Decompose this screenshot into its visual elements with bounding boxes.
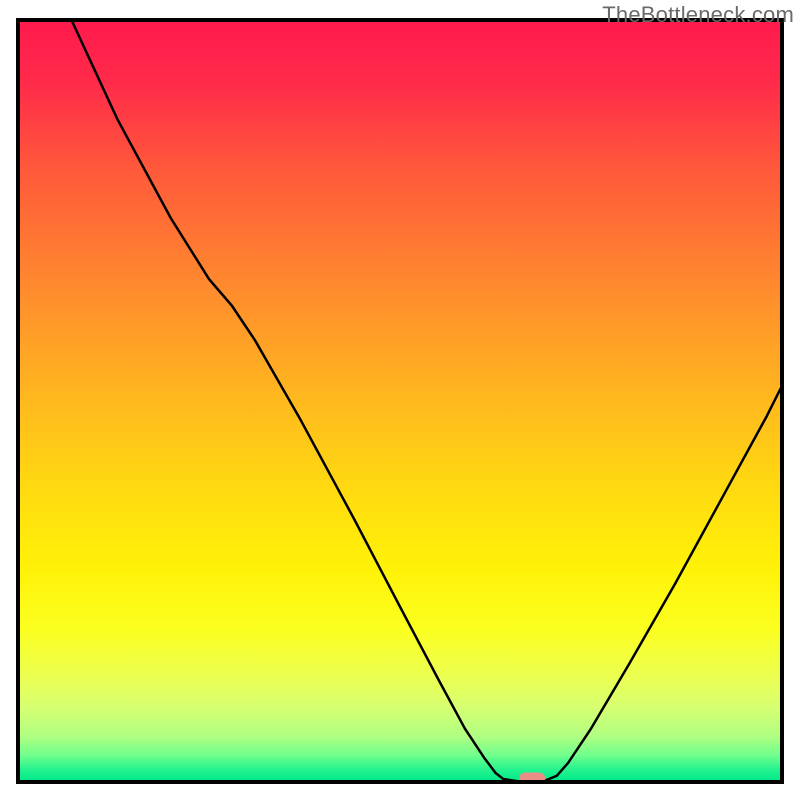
- chart-container: TheBottleneck.com: [0, 0, 800, 800]
- gradient-background: [18, 20, 782, 782]
- bottleneck-chart: [0, 0, 800, 800]
